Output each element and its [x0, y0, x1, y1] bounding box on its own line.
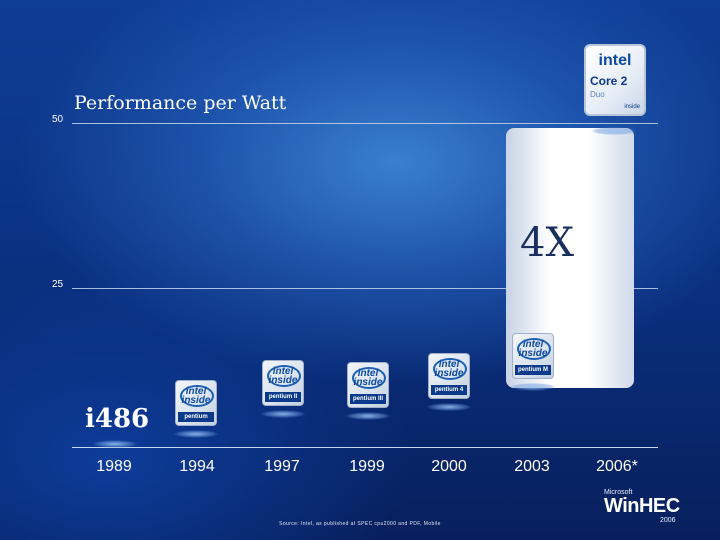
- winhec-year: 2006: [660, 517, 676, 524]
- bar-shadow-2000: [426, 403, 472, 411]
- badge-brand: intel inside: [353, 368, 383, 388]
- source-footnote: Source: Intel, as published at SPEC cpu2…: [279, 521, 441, 527]
- winhec-name: WinHEC: [604, 495, 680, 517]
- x-tick-label-1999: 1999: [349, 458, 385, 475]
- x-tick-label-2006: 2006*: [596, 458, 638, 475]
- winhec-logo: Microsoft WinHEC 2006: [598, 489, 698, 529]
- badge-brand: intel inside: [518, 339, 548, 359]
- x-tick-label-1997: 1997: [264, 458, 300, 475]
- pentium3-badge: intel inside pentium III: [347, 362, 389, 408]
- bar-shadow-1994: [173, 430, 219, 438]
- badge-brand: intel inside: [268, 366, 298, 386]
- intel-swirl-icon: [517, 338, 551, 360]
- intel-swirl-icon: [352, 367, 386, 389]
- annotation-4x: 4X: [520, 220, 574, 266]
- core-logo-product: Core 2: [590, 74, 628, 88]
- gridline-25: [72, 288, 658, 289]
- badge-product: pentium: [178, 412, 214, 422]
- x-tick-label-1994: 1994: [179, 458, 215, 475]
- pentium-m-badge: intel inside pentium M: [512, 333, 554, 379]
- x-tick-label-2003: 2003: [514, 458, 550, 475]
- bar-shadow-2006: [591, 127, 637, 135]
- winhec-ms-label: Microsoft: [604, 489, 633, 496]
- badge-product: pentium III: [350, 394, 386, 404]
- core-logo-tag: inside: [624, 104, 640, 110]
- core-logo-brand: intel: [598, 52, 632, 69]
- core-logo-sub: Duo: [590, 90, 605, 99]
- y-tick-label-25: 25: [52, 279, 64, 290]
- bar-shadow-1989: [92, 440, 138, 448]
- x-tick-label-1989: 1989: [96, 458, 132, 475]
- pentium-badge: intel inside pentium: [175, 380, 217, 426]
- badge-product: pentium II: [265, 392, 301, 402]
- intel-swirl-icon: [180, 385, 214, 407]
- badge-brand: intel inside: [434, 359, 464, 379]
- badge-product: pentium M: [515, 365, 551, 375]
- y-tick-label-50: 50: [52, 114, 64, 125]
- badge-brand: intel inside: [181, 386, 211, 406]
- intel-core2-duo-logo: intel Core 2 Duo inside: [584, 44, 646, 116]
- bar-shadow-1999: [345, 412, 391, 420]
- i486-logo: i486: [85, 404, 150, 434]
- bar-shadow-2003: [510, 383, 556, 391]
- intel-swirl-icon: [433, 358, 467, 380]
- pentium4-badge: intel inside pentium 4: [428, 353, 470, 399]
- gridline-50: [72, 123, 658, 124]
- bar-shadow-1997: [260, 410, 306, 418]
- pentium2-badge: intel inside pentium II: [262, 360, 304, 406]
- x-tick-label-2000: 2000: [431, 458, 467, 475]
- intel-swirl-icon: [267, 365, 301, 387]
- x-axis-baseline: [72, 447, 658, 448]
- badge-product: pentium 4: [431, 385, 467, 395]
- chart-title: Performance per Watt: [74, 92, 287, 114]
